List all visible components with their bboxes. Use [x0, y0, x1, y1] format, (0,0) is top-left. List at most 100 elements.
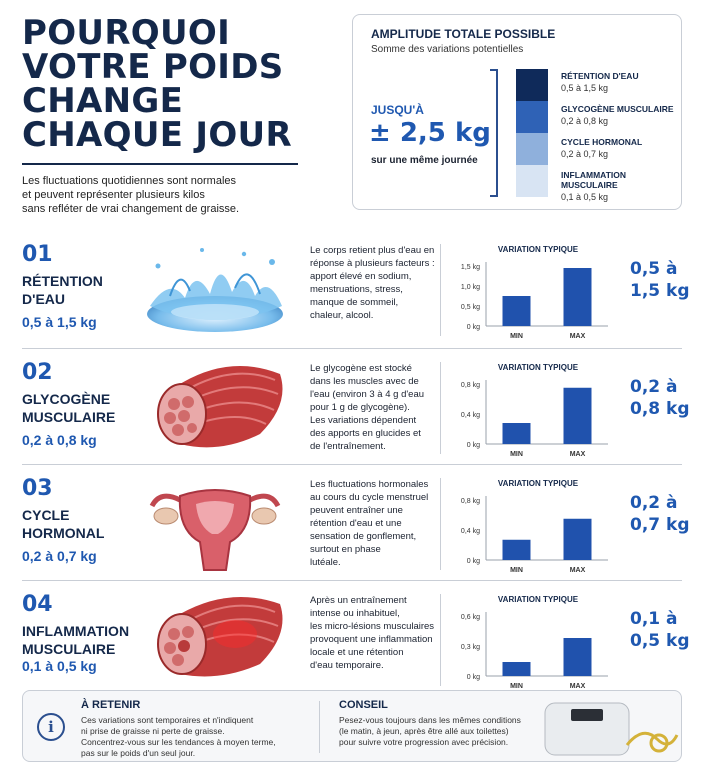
amplitude-legend-item: RÉTENTION D'EAU 0,5 à 1,5 kg [561, 71, 639, 93]
advice-text: Pesez-vous toujours dans les mêmes condi… [339, 715, 539, 748]
desc-line: dans les muscles avec de [310, 376, 419, 387]
chart-bar-min [502, 539, 531, 560]
desc-line: lutéale. [310, 557, 341, 568]
desc-line: rétention d'eau et une [310, 518, 402, 529]
y-tick-label: 1,0 kg [461, 284, 480, 291]
y-tick-label: 0 kg [467, 674, 480, 681]
x-tick-label: MAX [570, 567, 586, 574]
section-glycogen: 02 GLYCOGÈNE MUSCULAIRE 0,2 à 0,8 kg Le … [0, 354, 702, 470]
inflamed-muscle-icon [157, 596, 283, 677]
column-divider [440, 478, 441, 570]
y-tick-label: 0,4 kg [461, 412, 480, 419]
muscle-icon [157, 366, 283, 448]
section-label: RÉTENTION D'EAU [22, 272, 132, 308]
column-divider [440, 244, 441, 336]
desc-line: Le glycogène est stocké [310, 363, 412, 374]
section-label-line: RÉTENTION [22, 273, 103, 289]
title-line: CHAQUE JOUR [22, 115, 292, 155]
intro-line: Les fluctuations quotidiennes sont norma… [22, 175, 237, 187]
highlight-line: 0,5 à [630, 259, 678, 279]
section-highlight: 0,2 à 0,8 kg [630, 376, 690, 420]
chart-bar-max [563, 638, 592, 676]
section-highlight: 0,2 à 0,7 kg [630, 492, 690, 536]
section-label-line: D'EAU [22, 291, 65, 307]
row-divider [22, 580, 682, 581]
desc-line: de l'entraînement. [310, 441, 386, 452]
legend-value: 0,5 à 1,5 kg [561, 83, 609, 93]
section-number: 01 [22, 242, 53, 267]
section-range: 0,2 à 0,7 kg [22, 548, 97, 564]
legend-value: 0,2 à 0,8 kg [561, 116, 609, 126]
section-description: Les fluctuations hormonales au cours du … [310, 478, 438, 569]
amplitude-note: sur une même journée [371, 155, 478, 166]
section-label: CYCLE HORMONAL [22, 506, 132, 542]
section-hormonal: 03 CYCLE HORMONAL 0,2 à 0,7 kg Les fluct… [0, 470, 702, 586]
chart-bar-min [502, 296, 531, 326]
desc-line: menstruations, stress, [310, 284, 403, 295]
desc-line: Les variations dépendent [310, 415, 417, 426]
desc-line: sensation de gonflement, [310, 531, 417, 542]
highlight-line: 0,2 à [630, 377, 678, 397]
water-splash-icon [147, 248, 283, 332]
intro-line: sans refléter de vrai changement de grai… [22, 203, 240, 215]
retain-line: Ces variations sont temporaires et n'ind… [81, 715, 254, 725]
column-divider [440, 594, 441, 686]
highlight-line: 0,2 à [630, 493, 678, 513]
y-tick-label: 0 kg [467, 558, 480, 565]
section-water-retention: 01 RÉTENTION D'EAU 0,5 à 1,5 kg Le corps… [0, 236, 702, 352]
page-title: POURQUOI VOTRE POIDS CHANGE CHAQUE JOUR [22, 16, 312, 152]
chart-title: VARIATION TYPIQUE [498, 363, 579, 372]
section-description: Après un entraînement intense ou inhabit… [310, 594, 438, 672]
desc-line: intense ou inhabituel, [310, 608, 400, 619]
amplitude-value: ± 2,5 kg [369, 118, 491, 148]
desc-line: d'eau temporaire. [310, 660, 384, 671]
variation-chart: VARIATION TYPIQUE 0 kg 0,5 kg 1,0 kg 1,5 kg M… [461, 245, 608, 340]
section-range: 0,5 à 1,5 kg [22, 314, 97, 330]
amplitude-subtitle: Somme des variations potentielles [371, 44, 524, 55]
section-number: 04 [22, 592, 53, 617]
amplitude-bracket [490, 69, 498, 197]
row-divider [22, 348, 682, 349]
column-divider [440, 362, 441, 454]
highlight-line: 1,5 kg [630, 281, 690, 301]
chart-bar-min [502, 423, 531, 444]
legend-name: CYCLE HORMONAL [561, 137, 643, 147]
legend-name: INFLAMMATION MUSCULAIRE [561, 170, 626, 190]
section-label-line: HORMONAL [22, 525, 105, 541]
section-highlight: 0,1 à 0,5 kg [630, 608, 690, 652]
y-tick-label: 0 kg [467, 324, 480, 331]
y-tick-label: 0,5 kg [461, 304, 480, 311]
y-tick-label: 1,5 kg [461, 264, 480, 271]
x-tick-label: MIN [510, 683, 523, 690]
variation-chart: VARIATION TYPIQUE 0 kg 0,4 kg 0,8 kg MIN MAX [461, 363, 608, 458]
title-line: POURQUOI [22, 13, 231, 53]
desc-line: Les fluctuations hormonales [310, 479, 429, 490]
x-tick-label: MIN [510, 451, 523, 458]
title-line: CHANGE [22, 81, 184, 121]
retain-text: Ces variations sont temporaires et n'ind… [81, 715, 311, 759]
section-label-line: MUSCULAIRE [22, 641, 116, 657]
title-divider [22, 163, 298, 165]
y-tick-label: 0,4 kg [461, 528, 480, 535]
advice-line: pour suivre votre progression avec préci… [339, 737, 509, 747]
desc-line: les micro-lésions musculaires [310, 621, 435, 632]
chart-bar-min [502, 662, 531, 676]
desc-line: l'eau (environ 3 à 4 g d'eau [310, 389, 425, 400]
section-number: 02 [22, 360, 53, 385]
stack-segment-glycogen [516, 101, 548, 133]
x-tick-label: MAX [570, 683, 586, 690]
advice-title: CONSEIL [339, 699, 388, 711]
section-label-line: GLYCOGÈNE [22, 391, 111, 407]
y-tick-label: 0 kg [467, 442, 480, 449]
amplitude-title: AMPLITUDE TOTALE POSSIBLE [371, 27, 556, 41]
footer-panel: i À RETENIR Ces variations sont temporai… [22, 690, 682, 762]
amplitude-legend-item: GLYCOGÈNE MUSCULAIRE 0,2 à 0,8 kg [561, 104, 674, 126]
variation-chart: VARIATION TYPIQUE 0 kg 0,4 kg 0,8 kg MIN MAX [461, 479, 608, 574]
title-line: VOTRE POIDS [22, 47, 284, 87]
desc-line: Le corps retient plus d'eau en [310, 245, 435, 256]
retain-line: pas sur le poids d'un seul jour. [81, 748, 196, 758]
desc-line: des apports en glucides et [310, 428, 421, 439]
section-description: Le glycogène est stocké dans les muscles… [310, 362, 438, 453]
x-tick-label: MIN [510, 333, 523, 340]
desc-line: peuvent entraîner une [310, 505, 403, 516]
